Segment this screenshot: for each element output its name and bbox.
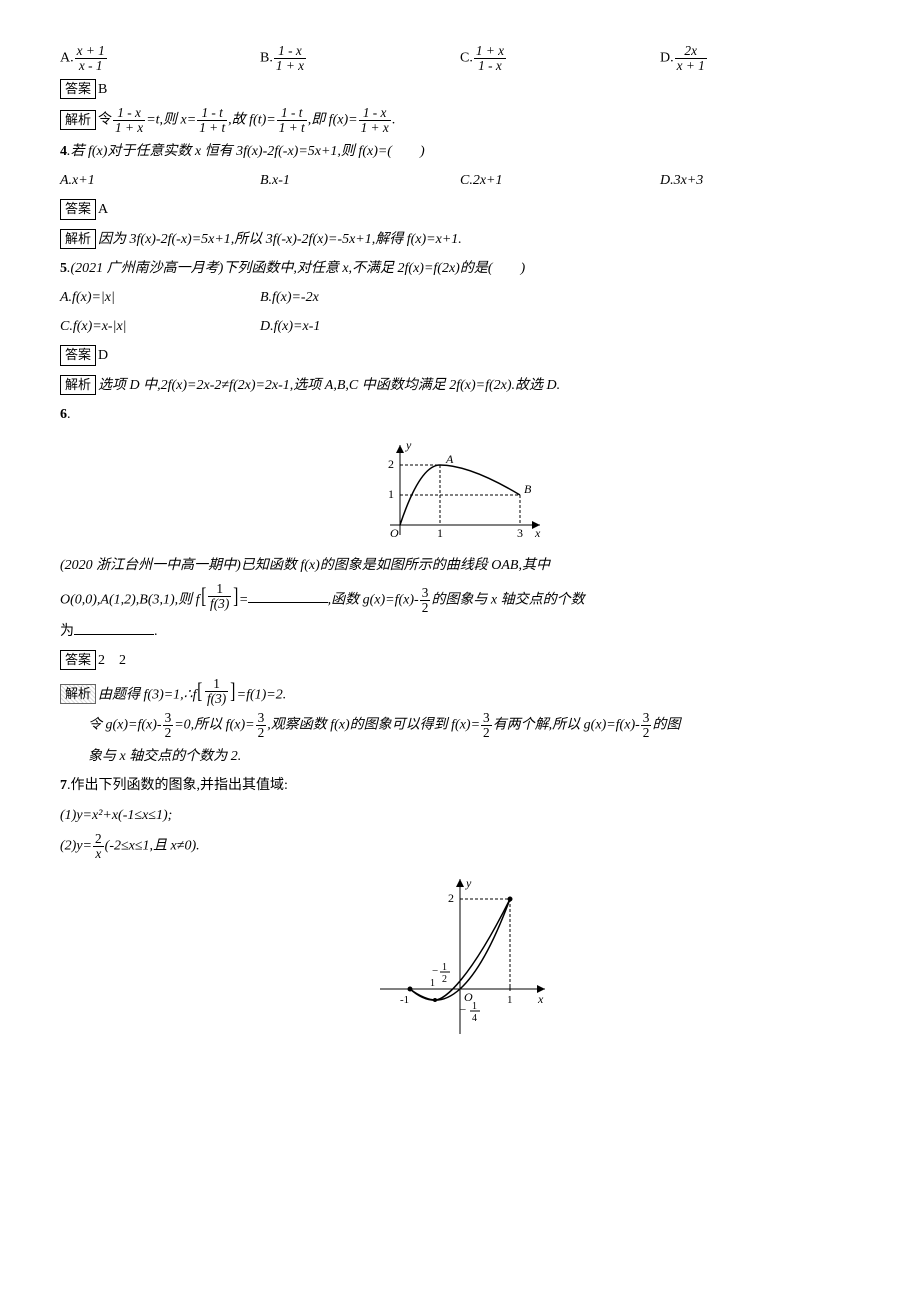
q6-number: 6: [60, 407, 67, 422]
svg-text:y: y: [405, 438, 412, 452]
explain-badge: 解析: [60, 110, 96, 130]
q4-stem: 4.若 f(x)对于任意实数 x 恒有 3f(x)-2f(-x)=5x+1,则 …: [60, 139, 860, 164]
answer-badge: 答案: [60, 650, 96, 670]
q4-option-d: D.3x+3: [660, 168, 860, 193]
blank-1: [248, 588, 328, 603]
q3-option-b: B.1 - x1 + x: [260, 44, 460, 73]
q6-answer-line: 答案2 2: [60, 648, 860, 673]
answer-badge: 答案: [60, 199, 96, 219]
q6-answer: 2 2: [98, 653, 126, 668]
q7-part2: (2)y=2x(-2≤x≤1,且 x≠0).: [60, 832, 860, 861]
q6-stem-line3: 为.: [60, 619, 860, 644]
svg-text:2: 2: [442, 974, 447, 985]
q6-graph: 2 1 O 1 3 x y A B: [60, 435, 860, 545]
answer-badge: 答案: [60, 345, 96, 365]
q4-answer: A: [98, 202, 108, 217]
svg-text:O: O: [390, 526, 399, 540]
q5-options-row1: A.f(x)=|x| B.f(x)=-2x: [60, 285, 860, 310]
label-a: A.: [60, 51, 74, 66]
svg-text:1: 1: [388, 487, 394, 501]
q4-option-b: B.x-1: [260, 168, 460, 193]
q5-answer-line: 答案D: [60, 343, 860, 368]
q7-number: 7: [60, 778, 67, 793]
q5-number: 5: [60, 261, 67, 276]
q4-answer-line: 答案A: [60, 197, 860, 222]
explain-badge: 解析: [60, 229, 96, 249]
label-b: B.: [260, 51, 273, 66]
svg-text:2: 2: [448, 891, 454, 905]
svg-text:1: 1: [507, 994, 513, 1006]
svg-text:4: 4: [472, 1013, 477, 1024]
q3-answer: B: [98, 82, 107, 97]
q6-number-line: 6.: [60, 402, 860, 427]
q6-graph-svg: 2 1 O 1 3 x y A B: [370, 435, 550, 545]
svg-text:A: A: [445, 452, 454, 466]
svg-text:3: 3: [517, 526, 523, 540]
label-d: D.: [660, 51, 674, 66]
svg-text:2: 2: [388, 457, 394, 471]
svg-text:1: 1: [437, 526, 443, 540]
q4-options: A.x+1 B.x-1 C.2x+1 D.3x+3: [60, 168, 860, 193]
q5-option-a: A.f(x)=|x|: [60, 285, 260, 310]
q3-explanation: 解析令1 - x1 + x=t,则 x=1 - t1 + t,故 f(t)=1 …: [60, 106, 860, 135]
q6-stem-line2: O(0,0),A(1,2),B(3,1),则 f[1f(3)]=,函数 g(x)…: [60, 582, 860, 614]
svg-text:y: y: [465, 876, 472, 890]
svg-text:1: 1: [430, 978, 435, 989]
q4-option-c: C.2x+1: [460, 168, 660, 193]
svg-text:x: x: [537, 992, 544, 1006]
svg-text:−: −: [460, 1004, 466, 1016]
svg-text:x: x: [534, 526, 541, 540]
q7-graph: y x O 2 − 1 2 -1 1 − 1 4 1: [60, 869, 860, 1039]
q4-option-a: A.x+1: [60, 168, 260, 193]
q6-expl-line1: 解析由题得 f(3)=1,∴f[1f(3)]=f(1)=2.: [60, 677, 860, 707]
answer-badge: 答案: [60, 79, 96, 99]
svg-text:1: 1: [442, 962, 447, 973]
svg-text:-1: -1: [400, 994, 409, 1006]
blank-2: [74, 620, 154, 635]
q6-expl-line2: 令 g(x)=f(x)-32=0,所以 f(x)=32,观察函数 f(x)的图象…: [88, 711, 860, 740]
explain-badge-hatched: 解析: [60, 684, 96, 704]
q3-option-d: D.2xx + 1: [660, 44, 860, 73]
q5-option-b: B.f(x)=-2x: [260, 285, 460, 310]
q5-explanation: 解析选项 D 中,2f(x)=2x-2≠f(2x)=2x-1,选项 A,B,C …: [60, 373, 860, 398]
q7-part1: (1)y=x²+x(-1≤x≤1);: [60, 803, 860, 828]
q6-stem-line1: (2020 浙江台州一中高一期中)已知函数 f(x)的图象是如图所示的曲线段 O…: [60, 553, 860, 578]
q3-options: A.x + 1x - 1 B.1 - x1 + x C.1 + x1 - x D…: [60, 44, 860, 73]
svg-text:−: −: [432, 965, 438, 977]
svg-text:B: B: [524, 482, 532, 496]
q5-option-c: C.f(x)=x-|x|: [60, 314, 260, 339]
q3-option-c: C.1 + x1 - x: [460, 44, 660, 73]
label-c: C.: [460, 51, 473, 66]
q5-option-d: D.f(x)=x-1: [260, 314, 460, 339]
q4-explanation: 解析因为 3f(x)-2f(-x)=5x+1,所以 3f(-x)-2f(x)=-…: [60, 227, 860, 252]
q5-stem: 5.(2021 广州南沙高一月考)下列函数中,对任意 x,不满足 2f(x)=f…: [60, 256, 860, 281]
q7-stem: 7.作出下列函数的图象,并指出其值域:: [60, 773, 860, 798]
svg-text:1: 1: [472, 1001, 477, 1012]
q7-graph-svg: y x O 2 − 1 2 -1 1 − 1 4 1: [360, 869, 560, 1039]
q6-expl-line3: 象与 x 轴交点的个数为 2.: [88, 744, 860, 769]
q5-options-row2: C.f(x)=x-|x| D.f(x)=x-1: [60, 314, 860, 339]
q5-answer: D: [98, 348, 108, 363]
explain-badge: 解析: [60, 375, 96, 395]
q3-option-a: A.x + 1x - 1: [60, 44, 260, 73]
q4-number: 4: [60, 144, 67, 159]
q3-answer-line: 答案B: [60, 77, 860, 102]
